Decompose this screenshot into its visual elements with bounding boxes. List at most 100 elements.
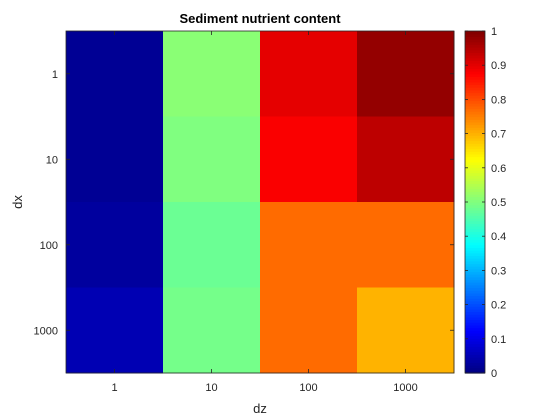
colorbar-band	[465, 260, 485, 265]
colorbar-band	[465, 177, 485, 182]
colorbar-band	[465, 364, 485, 369]
heatmap-cell	[260, 287, 358, 374]
colorbar-band	[465, 143, 485, 147]
colorbar-band	[465, 116, 485, 120]
colorbar-band	[465, 60, 485, 64]
colorbar-band	[465, 338, 485, 342]
colorbar-band	[465, 153, 485, 158]
colorbar-band	[465, 129, 485, 134]
colorbar-band	[465, 234, 485, 238]
colorbar-band	[465, 161, 485, 166]
colorbar-tick-label: 0.6	[491, 163, 506, 175]
colorbar-band	[465, 145, 485, 150]
colorbar-band	[465, 303, 485, 307]
colorbar-band	[465, 156, 485, 160]
x-axis-ticks: 1 10 100 1000	[111, 31, 418, 394]
colorbar-band	[465, 127, 485, 131]
colorbar-band	[465, 258, 485, 262]
colorbar-tick-label: 0.3	[491, 265, 506, 277]
colorbar-band	[465, 52, 485, 56]
colorbar-band	[465, 255, 485, 259]
colorbar-band	[465, 228, 485, 232]
colorbar-band	[465, 370, 485, 374]
colorbar-band	[465, 180, 485, 184]
heatmap-cell	[260, 116, 358, 203]
heatmap-cell	[66, 202, 164, 288]
colorbar-band	[465, 324, 485, 329]
colorbar-band	[465, 202, 485, 206]
colorbar-band	[465, 175, 485, 179]
colorbar-band	[465, 250, 485, 254]
colorbar-band	[465, 348, 485, 353]
colorbar-band	[465, 188, 485, 192]
x-tick-label: 1	[111, 382, 117, 394]
colorbar-band	[465, 207, 485, 211]
colorbar-band	[465, 167, 485, 171]
colorbar-band	[465, 49, 485, 53]
x-tick-label: 100	[299, 382, 317, 394]
colorbar-band	[465, 343, 485, 347]
colorbar-band	[465, 108, 485, 112]
colorbar-band	[465, 367, 485, 371]
colorbar-band	[465, 100, 485, 104]
colorbar-band	[465, 111, 485, 115]
colorbar-band	[465, 71, 485, 75]
colorbar-band	[465, 97, 485, 102]
colorbar-tick-label: 0	[491, 368, 497, 380]
colorbar-band	[465, 266, 485, 270]
colorbar-band	[465, 57, 485, 61]
colorbar-band	[465, 319, 485, 323]
heatmap-cell	[163, 116, 261, 203]
colorbar-band	[465, 169, 485, 174]
colorbar-band	[465, 244, 485, 249]
colorbar-band	[465, 327, 485, 331]
colorbar-band	[465, 92, 485, 96]
colorbar-band	[465, 103, 485, 107]
colorbar-band	[465, 279, 485, 283]
colorbar-band	[465, 362, 485, 366]
heatmap-cell	[66, 31, 164, 117]
heatmap-cell	[66, 116, 164, 203]
colorbar-band	[465, 298, 485, 302]
colorbar-band	[465, 252, 485, 257]
chart-title: Sediment nutrient content	[179, 11, 341, 26]
colorbar-band	[465, 210, 485, 214]
heatmap-cell	[357, 31, 455, 117]
x-tick-label: 10	[205, 382, 217, 394]
colorbar-band	[465, 199, 485, 203]
colorbar-tick-label: 0.4	[491, 231, 506, 243]
colorbar-band	[465, 284, 485, 289]
colorbar-band	[465, 276, 485, 281]
colorbar-band	[465, 132, 485, 136]
colorbar-band	[465, 340, 485, 345]
colorbar-band	[465, 204, 485, 208]
colorbar-band	[465, 105, 485, 110]
colorbar-band	[465, 81, 485, 86]
colorbar-band	[465, 282, 485, 286]
colorbar-band	[465, 354, 485, 358]
colorbar-band	[465, 236, 485, 241]
colorbar-band	[465, 292, 485, 297]
colorbar-band	[465, 164, 485, 168]
colorbar-band	[465, 300, 485, 305]
colorbar-band	[465, 172, 485, 176]
colorbar-band	[465, 95, 485, 99]
colorbar-band	[465, 140, 485, 144]
colorbar-band	[465, 137, 485, 142]
colorbar-band	[465, 185, 485, 190]
colorbar-band	[465, 242, 485, 246]
heatmap-cell	[66, 287, 164, 374]
colorbar-band	[465, 274, 485, 278]
colorbar-band	[465, 231, 485, 235]
x-axis-label: dz	[253, 401, 267, 416]
heatmap-cell	[357, 116, 455, 203]
colorbar-band	[465, 148, 485, 152]
y-tick-label: 1	[52, 69, 58, 81]
colorbar-band	[465, 351, 485, 355]
colorbar-band	[465, 39, 485, 43]
colorbar-band	[465, 79, 485, 83]
colorbar-band	[465, 335, 485, 339]
colorbar-band	[465, 47, 485, 51]
colorbar: 0 0.1 0.2 0.3 0.4 0.5 0.6 0.7 0.8 0.9 1	[464, 26, 506, 380]
